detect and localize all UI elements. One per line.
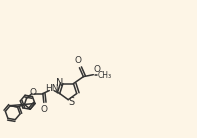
Text: O: O	[41, 105, 48, 114]
Text: O: O	[29, 87, 36, 97]
Text: O: O	[94, 65, 101, 74]
Text: CH₃: CH₃	[98, 71, 112, 80]
Text: N: N	[56, 78, 63, 88]
Text: S: S	[68, 97, 74, 107]
Text: HN: HN	[45, 84, 59, 93]
Text: O: O	[75, 56, 82, 65]
